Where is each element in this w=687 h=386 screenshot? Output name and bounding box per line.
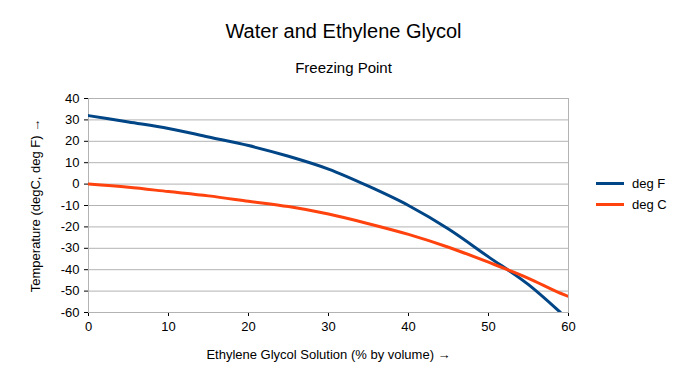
svg-text:-10: -10 bbox=[61, 198, 80, 213]
svg-text:40: 40 bbox=[65, 91, 79, 106]
html-text:deg C: deg C bbox=[632, 197, 667, 212]
svg-text:50: 50 bbox=[481, 319, 495, 334]
svg-text:10: 10 bbox=[161, 319, 175, 334]
svg-text:-30: -30 bbox=[61, 240, 80, 255]
svg-text:20: 20 bbox=[241, 319, 255, 334]
svg-text:10: 10 bbox=[65, 155, 79, 170]
svg-text:30: 30 bbox=[65, 112, 79, 127]
html-text:Water and Ethylene Glycol: Water and Ethylene Glycol bbox=[225, 20, 462, 42]
svg-text:40: 40 bbox=[401, 319, 415, 334]
svg-text:-60: -60 bbox=[61, 305, 80, 320]
html-text:Freezing Point: Freezing Point bbox=[295, 59, 392, 76]
svg-text:-40: -40 bbox=[61, 262, 80, 277]
html-text:deg F: deg F bbox=[632, 176, 666, 191]
svg-text:0: 0 bbox=[85, 319, 92, 334]
svg-text:Temperature (degC, deg F) →: Temperature (degC, deg F) → bbox=[28, 119, 43, 292]
svg-text:0: 0 bbox=[72, 176, 79, 191]
svg-text:Ethylene Glycol Solution (% by: Ethylene Glycol Solution (% by volume) → bbox=[206, 347, 450, 362]
svg-text:-50: -50 bbox=[61, 283, 80, 298]
svg-text:20: 20 bbox=[65, 133, 79, 148]
svg-text:30: 30 bbox=[321, 319, 335, 334]
svg-text:-20: -20 bbox=[61, 219, 80, 234]
svg-text:60: 60 bbox=[561, 319, 575, 334]
